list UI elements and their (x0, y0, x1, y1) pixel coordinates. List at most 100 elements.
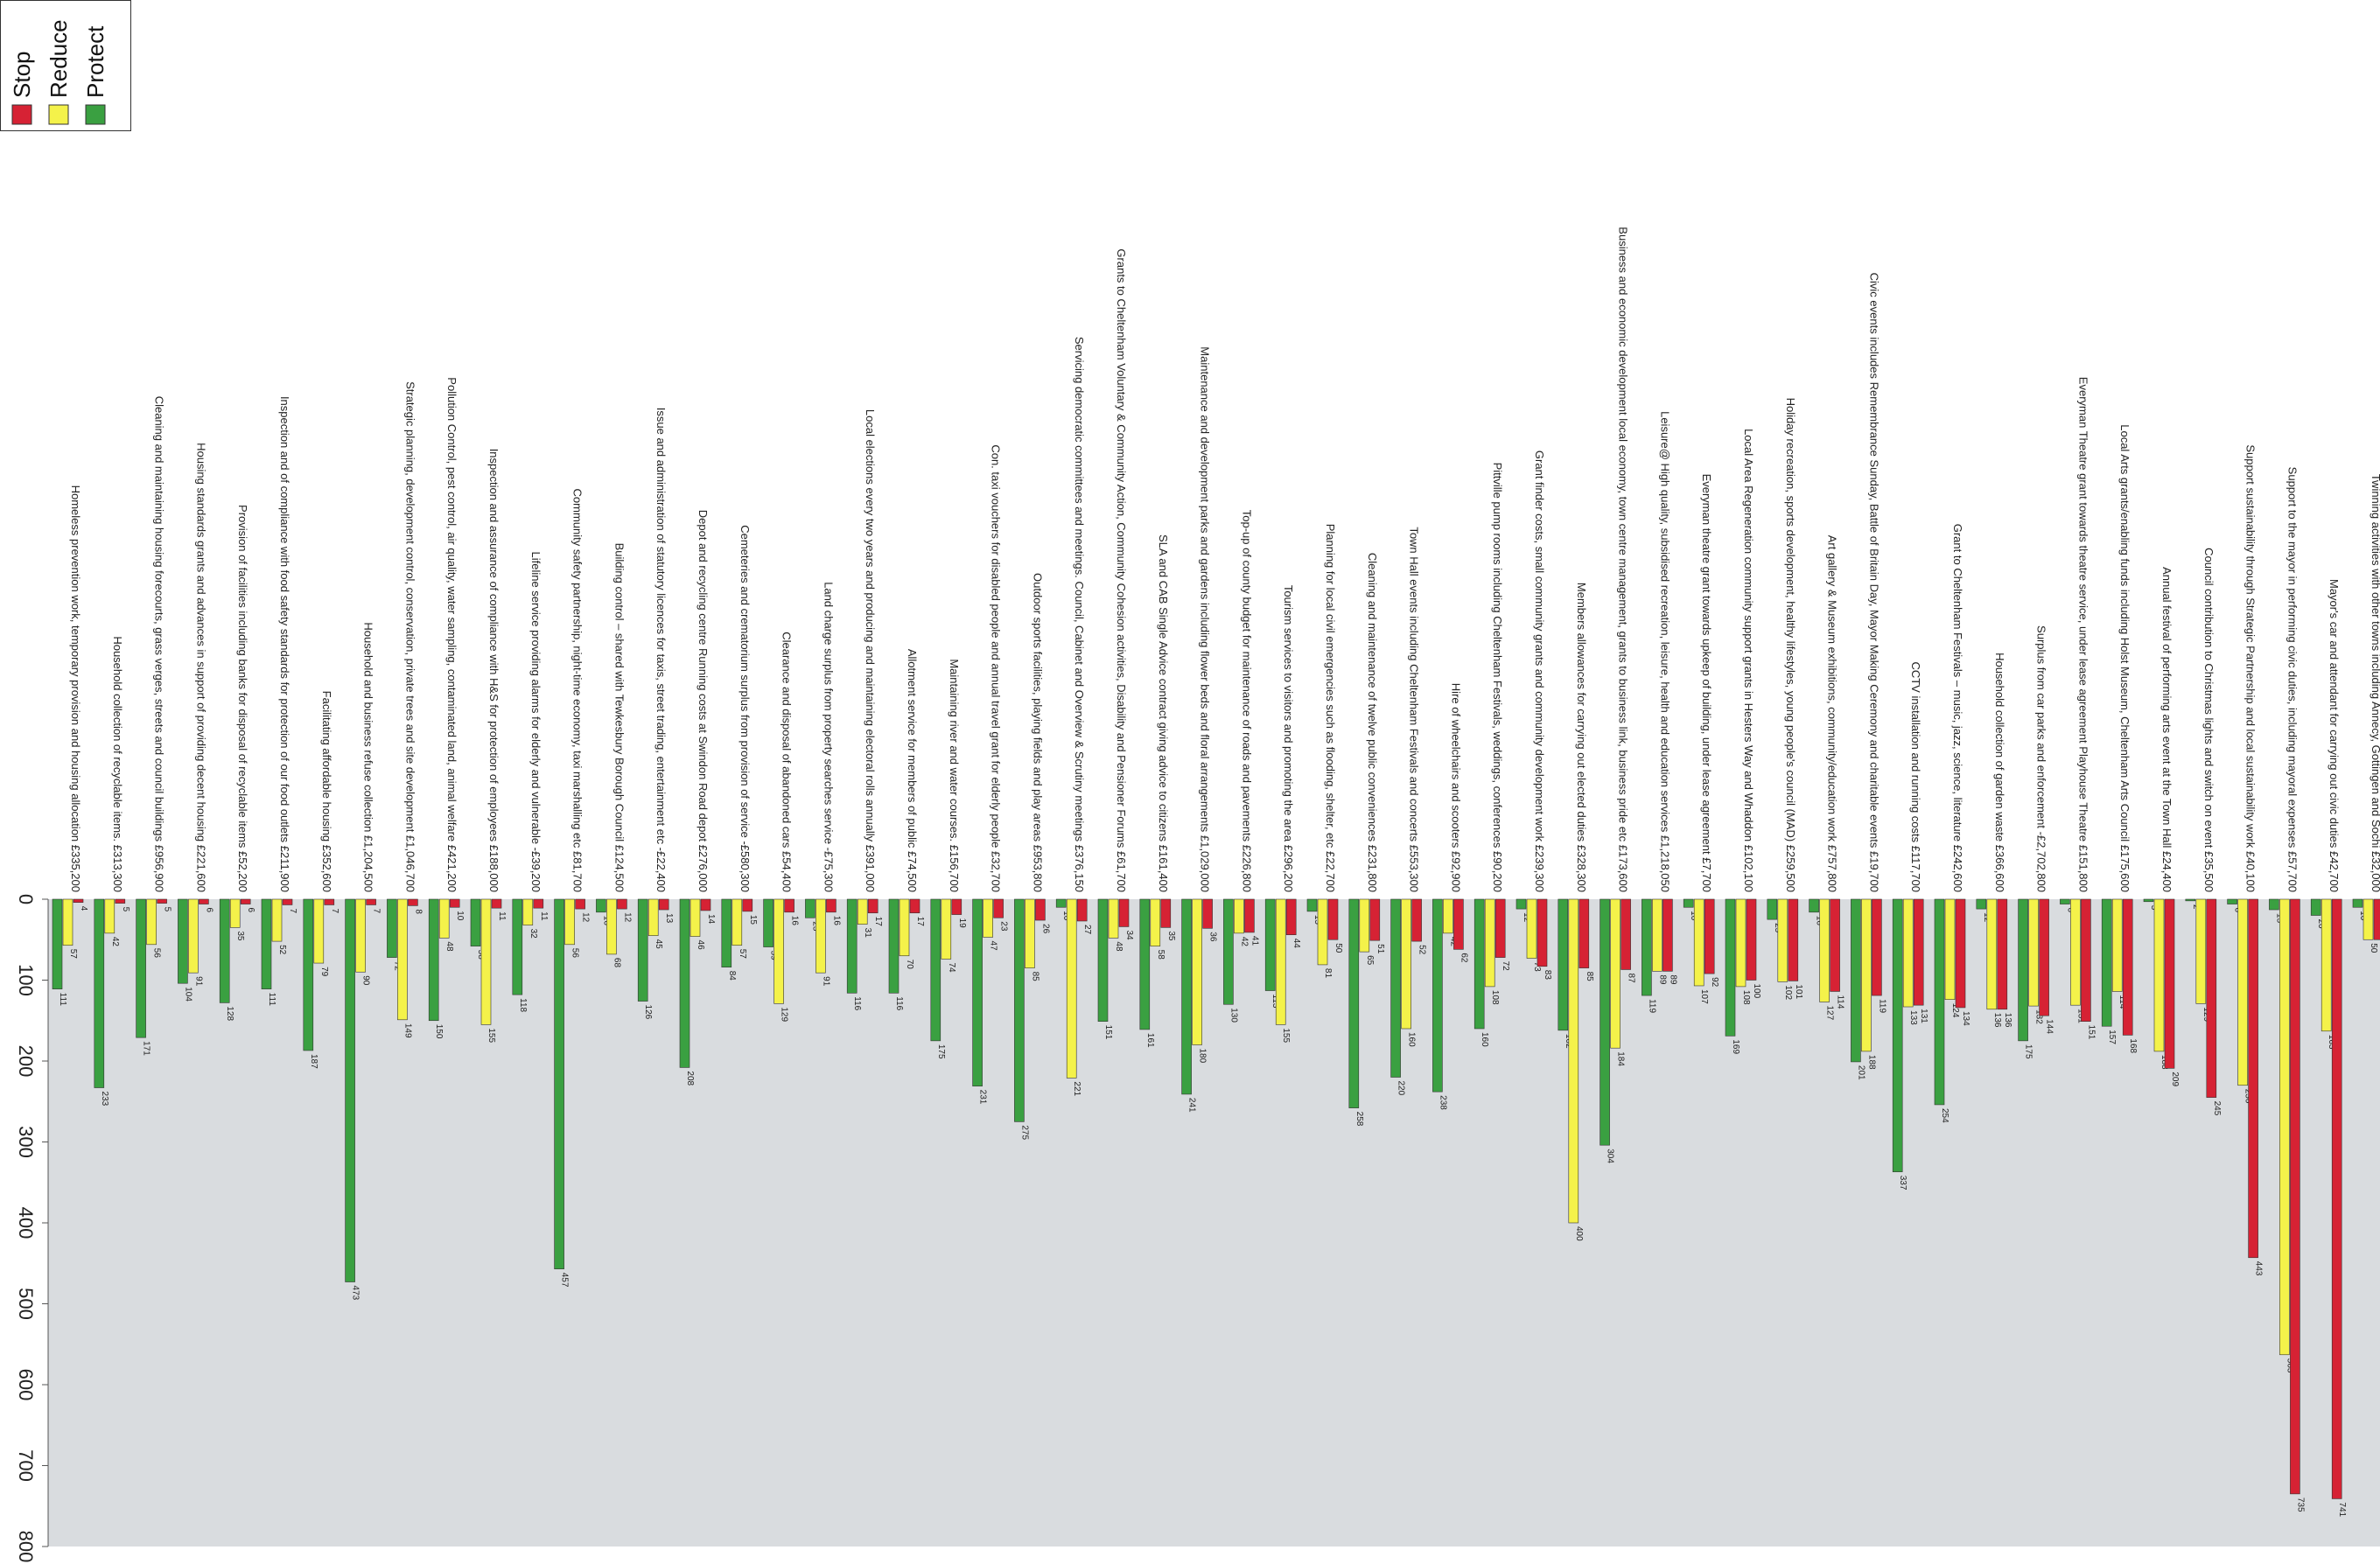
data-label: 160 (1407, 1032, 1417, 1047)
bar-stop (2081, 898, 2091, 1022)
bar-reduce (1986, 898, 1998, 1010)
data-label: 57 (68, 949, 78, 960)
data-label: 735 (2295, 1498, 2305, 1512)
data-label: 16 (601, 916, 611, 926)
data-label: 119 (1647, 999, 1656, 1013)
category-label: Maintenance and development parks and ga… (1199, 346, 1212, 892)
bar-stop (115, 898, 126, 904)
data-label: 337 (1898, 1176, 1908, 1190)
bar-reduce (1108, 898, 1119, 939)
data-label: 129 (780, 1007, 789, 1022)
data-label: 35 (235, 931, 245, 941)
bar-protect (596, 898, 606, 913)
data-label: 400 (1574, 1226, 1584, 1241)
bar-reduce (2195, 898, 2207, 1004)
bar-reduce (816, 898, 826, 974)
data-label: 20 (2316, 919, 2326, 930)
bar-reduce (146, 898, 157, 946)
data-label: 184 (1616, 1051, 1626, 1066)
data-label: 74 (947, 962, 956, 973)
data-label: 17 (915, 917, 925, 927)
data-label: 16 (1815, 916, 1824, 926)
category-label: Town Hall events including Cheltenham Fe… (1408, 527, 1421, 892)
bar-stop (2290, 898, 2300, 1495)
bar-stop (73, 898, 84, 904)
category-label: Planning for local civil emergencies suc… (1324, 524, 1337, 892)
data-label: 23 (810, 921, 820, 932)
data-label: 104 (183, 987, 192, 1002)
bar-stop (742, 898, 753, 912)
data-label: 304 (1606, 1149, 1615, 1163)
data-label: 473 (351, 1286, 360, 1301)
data-label: 136 (1992, 1013, 2002, 1028)
data-label: 91 (193, 976, 203, 987)
data-label: 245 (2212, 1101, 2222, 1116)
bar-protect (1055, 898, 1067, 908)
bar-protect (679, 898, 690, 1068)
bar-stop (1830, 898, 1840, 992)
data-label: 50 (1334, 943, 1343, 953)
data-label: 101 (1794, 984, 1803, 999)
data-label: 52 (277, 945, 287, 955)
bar-stop (1369, 898, 1381, 941)
data-label: 124 (1950, 1003, 1960, 1018)
data-label: 7 (330, 908, 340, 913)
bar-protect (303, 898, 314, 1051)
data-label: 113 (1270, 995, 1280, 1009)
category-label: Grant finder costs, small community gran… (1533, 450, 1546, 892)
bar-stop (449, 898, 460, 908)
data-label: 46 (696, 940, 705, 951)
bar-protect (972, 898, 983, 1086)
bar-marks: 1115742334251715651049161283561115271877… (52, 898, 2380, 1518)
data-label: 59 (769, 951, 779, 961)
tick-label: 800 (15, 1531, 37, 1563)
data-label: 12 (1982, 912, 1992, 923)
bar-protect (554, 898, 564, 1270)
bar-stop (1788, 898, 1799, 981)
data-label: 11 (497, 911, 507, 921)
data-label: 81 (1323, 968, 1333, 979)
bar-reduce (1568, 898, 1579, 1224)
bar-stop (1035, 898, 1046, 921)
bar-protect (219, 898, 230, 1003)
category-label: Local Arts grants/enabling funds includi… (2118, 424, 2132, 892)
bar-stop (1746, 898, 1757, 981)
data-label: 31 (863, 928, 872, 939)
bar-stop (1453, 898, 1464, 950)
bar-reduce (774, 898, 784, 1004)
data-label: 209 (2170, 1072, 2180, 1086)
data-label: 6 (246, 908, 256, 913)
bar-protect (2352, 898, 2363, 908)
data-label: 85 (1585, 972, 1594, 982)
data-label: 87 (1627, 973, 1636, 983)
data-label: 36 (1208, 932, 1218, 942)
category-label: Support to the mayor in performing civic… (2286, 467, 2299, 892)
category-label: Issue and administration of statutory li… (654, 408, 668, 892)
data-label: 27 (1082, 925, 1092, 935)
tick-label: 0 (15, 894, 37, 904)
data-label: 6 (204, 908, 214, 913)
bar-stop (1662, 898, 1673, 972)
bar-protect (1725, 898, 1736, 1037)
data-label: 5 (121, 907, 130, 912)
bar-stop (2373, 898, 2380, 940)
bar-stop (784, 898, 794, 913)
data-label: 92 (1710, 977, 1719, 988)
data-label: 443 (2254, 1261, 2264, 1276)
bar-protect (1348, 898, 1360, 1108)
data-label: 8 (413, 909, 423, 914)
data-label: 168 (2128, 1038, 2138, 1053)
bar-reduce (355, 898, 366, 973)
bar-stop (533, 898, 544, 909)
value-axis-ticks: 0 100 200 300 400 500 600 700 800 (15, 894, 48, 1562)
category-label: Facilitating affordable housing £352,600 (320, 691, 333, 892)
category-label: Land charge surplus from property search… (822, 582, 835, 892)
category-label: Art gallery & Museum exhibitions, commun… (1826, 535, 1839, 892)
bar-stop (993, 898, 1004, 918)
data-label: 48 (1114, 941, 1124, 952)
category-label: Cleaning and maintaining housing forecou… (153, 396, 166, 892)
bar-protect (888, 898, 900, 994)
bar-protect (1432, 898, 1443, 1093)
bar-protect (805, 898, 816, 918)
bar-protect (1976, 898, 1987, 910)
